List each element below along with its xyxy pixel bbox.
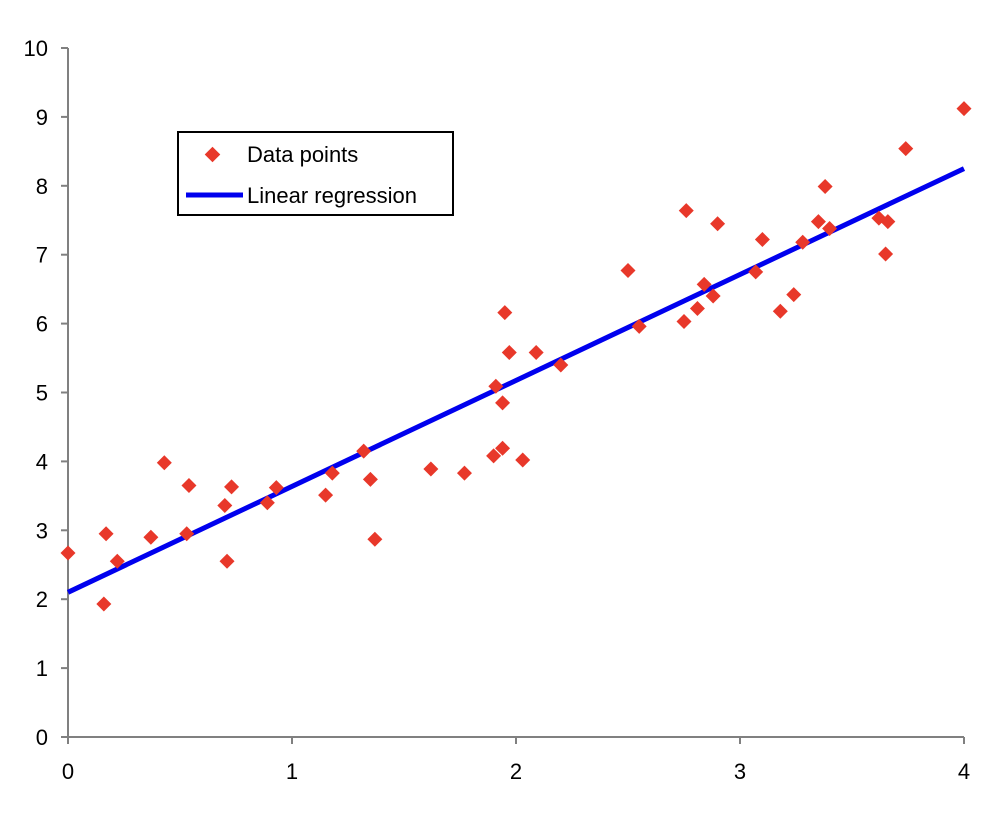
data-point — [501, 345, 517, 361]
data-point — [362, 471, 378, 487]
data-point — [880, 214, 896, 230]
data-point — [324, 465, 340, 481]
data-point — [259, 495, 275, 511]
data-point — [488, 378, 504, 394]
data-point — [898, 141, 914, 157]
y-tick-label: 3 — [36, 518, 48, 543]
data-point — [224, 479, 240, 495]
data-point — [156, 455, 172, 471]
data-point — [754, 232, 770, 248]
data-point — [96, 596, 112, 612]
x-tick-label: 4 — [958, 759, 970, 784]
data-point — [60, 545, 76, 561]
data-point — [109, 553, 125, 569]
data-point — [515, 452, 531, 468]
data-point — [217, 497, 233, 513]
data-point — [181, 478, 197, 494]
data-point — [817, 178, 833, 194]
y-tick-label: 0 — [36, 725, 48, 750]
data-point — [143, 529, 159, 545]
data-point — [553, 357, 569, 373]
x-tick-label: 0 — [62, 759, 74, 784]
data-point — [696, 276, 712, 292]
data-point — [486, 448, 502, 464]
data-point — [676, 314, 692, 330]
data-point — [748, 264, 764, 280]
data-point — [268, 480, 284, 496]
data-point — [878, 246, 894, 262]
data-point — [620, 263, 636, 279]
axes: 0 1 2 3 4 5 6 7 8 9 10 0 1 2 3 4 — [24, 36, 971, 784]
legend: Data points Linear regression — [177, 131, 454, 216]
data-point — [456, 465, 472, 481]
legend-label-line: Linear regression — [247, 183, 417, 208]
legend-marker-points — [204, 146, 221, 163]
data-point — [528, 345, 544, 361]
data-point — [318, 487, 334, 503]
data-point — [495, 440, 511, 456]
data-point — [810, 214, 826, 230]
data-point — [710, 216, 726, 232]
data-points-layer — [60, 101, 972, 612]
y-tick-label: 1 — [36, 656, 48, 681]
data-point — [367, 531, 383, 547]
y-tick-label: 5 — [36, 381, 48, 406]
data-point — [631, 318, 647, 334]
y-tick-label: 10 — [24, 36, 48, 61]
data-point — [495, 395, 511, 411]
data-point — [705, 288, 721, 304]
data-point — [423, 461, 439, 477]
data-point — [678, 203, 694, 219]
legend-label-points: Data points — [247, 142, 358, 167]
x-tick-label: 2 — [510, 759, 522, 784]
y-tick-label: 7 — [36, 243, 48, 268]
data-point — [219, 553, 235, 569]
data-point — [772, 303, 788, 319]
x-tick-label: 3 — [734, 759, 746, 784]
data-point — [179, 526, 195, 542]
data-point — [795, 234, 811, 250]
y-tick-label: 2 — [36, 587, 48, 612]
data-point — [689, 300, 705, 316]
data-point — [822, 221, 838, 237]
legend-box — [177, 131, 454, 216]
y-tick-label: 9 — [36, 105, 48, 130]
data-point — [956, 101, 972, 117]
regression-line — [66, 166, 966, 595]
y-tick-label: 8 — [36, 174, 48, 199]
y-tick-label: 4 — [36, 449, 48, 474]
data-point — [786, 287, 802, 303]
x-tick-label: 1 — [286, 759, 298, 784]
regression-line-layer — [66, 166, 966, 595]
data-point — [497, 305, 513, 321]
y-tick-label: 6 — [36, 312, 48, 337]
data-point — [98, 526, 114, 542]
data-point — [356, 443, 372, 459]
